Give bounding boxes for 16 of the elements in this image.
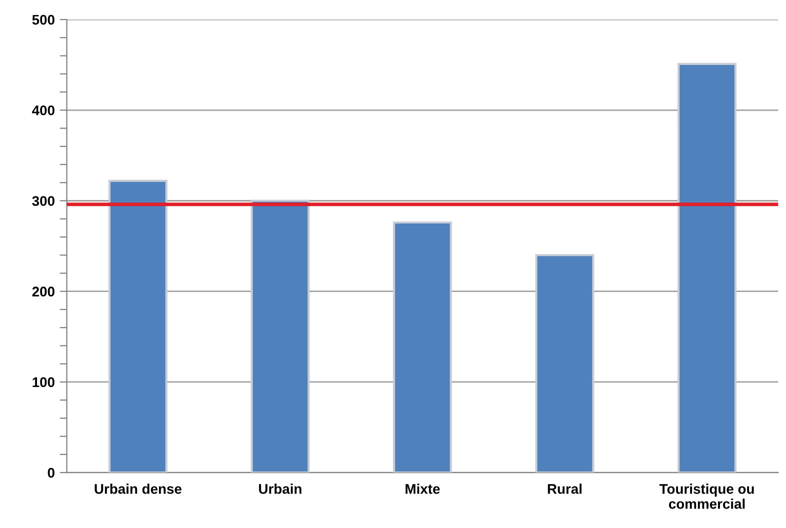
y-tick-label: 400 bbox=[32, 105, 54, 116]
x-tick-label: Urbain bbox=[259, 484, 302, 494]
bar bbox=[535, 254, 594, 473]
bar bbox=[678, 62, 737, 473]
x-tick-label: Touristique ou commercial bbox=[659, 484, 754, 509]
x-tick-label: Urbain dense bbox=[94, 484, 182, 494]
y-tick-label: 0 bbox=[48, 468, 54, 478]
x-tick-label: Rural bbox=[548, 484, 582, 494]
y-tick-label: 100 bbox=[32, 377, 54, 388]
y-tick-label: 200 bbox=[32, 286, 54, 297]
y-tick-label: 500 bbox=[32, 14, 54, 25]
x-tick-label: Mixte bbox=[406, 484, 440, 494]
y-tick-label: 300 bbox=[32, 196, 54, 206]
bar bbox=[392, 221, 452, 473]
bar bbox=[108, 180, 168, 473]
bar bbox=[250, 200, 310, 473]
